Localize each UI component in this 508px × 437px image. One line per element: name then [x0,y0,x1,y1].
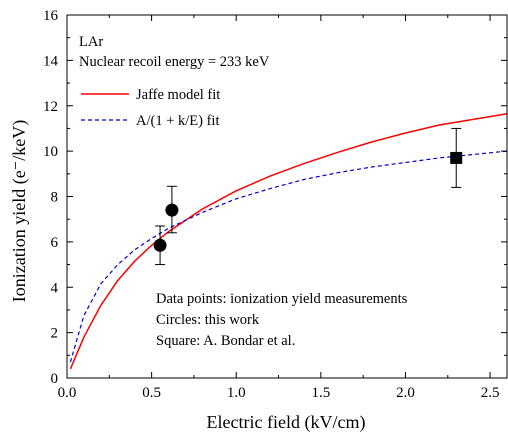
y-tick-label: 4 [51,280,59,296]
data-point-circle [153,238,167,252]
y-tick-label: 16 [43,8,59,24]
y-tick-label: 10 [43,144,58,160]
annotation-recoil-energy: Nuclear recoil energy = 233 keV [79,54,270,70]
fit-curves [69,112,508,370]
annotation-medium: LAr [79,34,103,50]
y-tick-label: 8 [51,190,59,206]
x-tick-label: 2.5 [481,385,500,401]
y-tick-label: 0 [51,371,59,387]
annotation-square: Square: A. Bondar et al. [156,333,295,349]
series-line-power-fit [69,150,508,363]
y-tick-label: 6 [51,235,59,251]
data-point-circle [165,203,179,217]
x-tick-label: 0.0 [58,385,77,401]
annotation-data-points: Data points: ionization yield measuremen… [156,291,408,307]
series-line-jaffe [69,112,508,370]
data-points [153,127,463,266]
annotation-circles: Circles: this work [156,312,260,328]
legend-label-jaffe: Jaffe model fit [136,87,220,103]
y-tick-label: 12 [43,99,58,115]
x-tick-label: 1.0 [227,385,246,401]
data-point-square [450,151,463,164]
y-axis-title: Ionization yield (e⁻/keV) [9,120,30,302]
x-tick-label: 1.5 [311,385,330,401]
y-tick-label: 2 [51,326,59,342]
legend: Jaffe model fit A/(1 + k/E) fit [81,87,220,129]
legend-label-power: A/(1 + k/E) fit [136,113,219,129]
x-tick-label: 2.0 [396,385,415,401]
x-axis-title: Electric field (kV/cm) [207,412,366,433]
y-tick-label: 14 [43,53,59,69]
x-tick-label: 0.5 [142,385,161,401]
axis-ticks: 0.0 0.5 1.0 1.5 2.0 2.5 0 2 4 6 8 10 12 14 16 [43,8,507,401]
